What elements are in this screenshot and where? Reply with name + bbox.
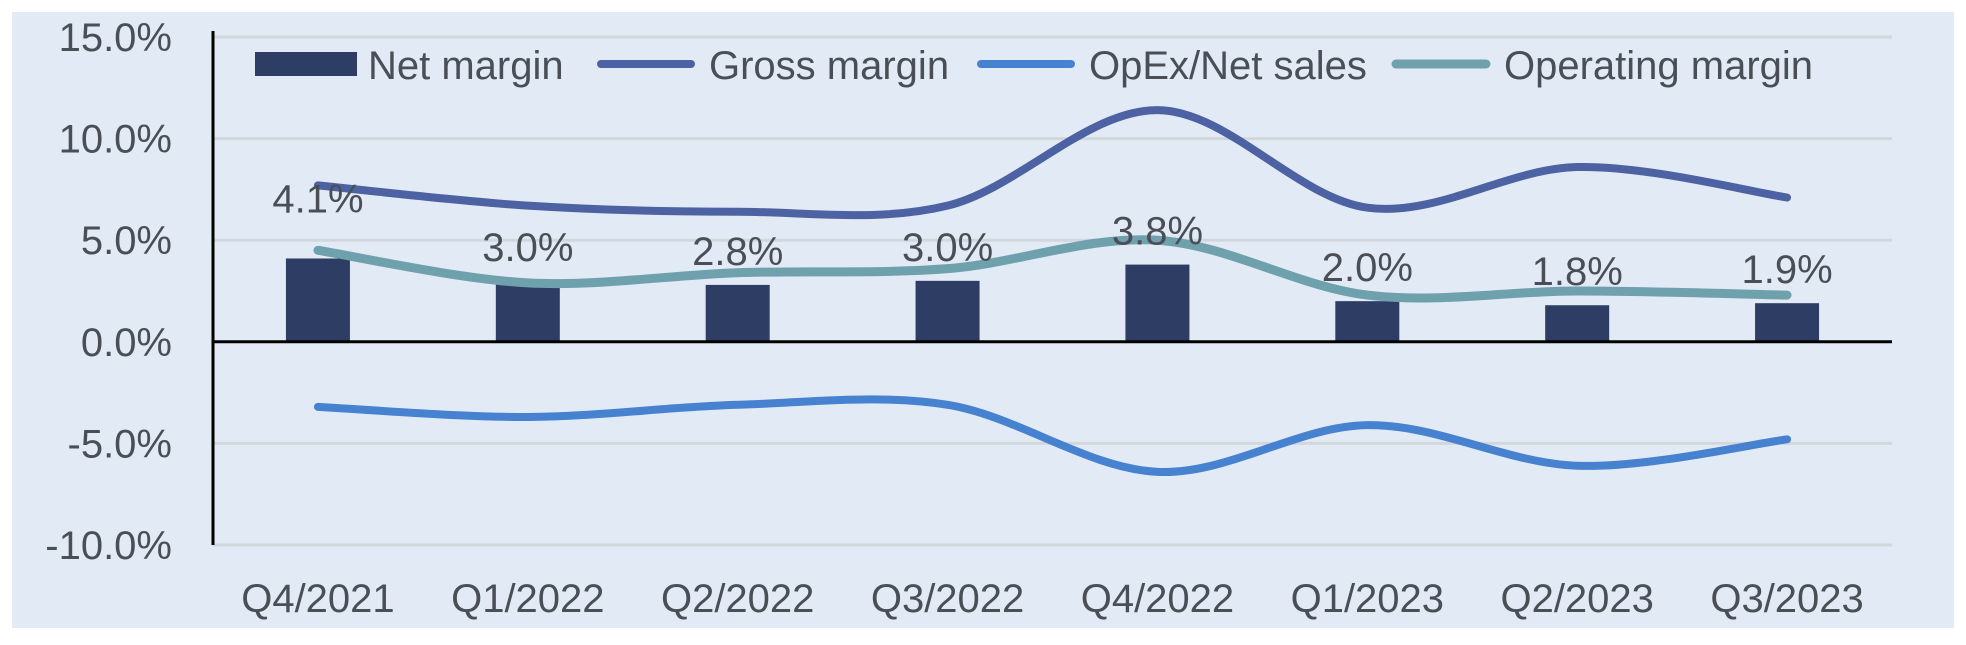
net-margin-bar — [285, 258, 350, 342]
legend-item: Operating margin — [1391, 44, 1813, 88]
y-tick-label: -5.0% — [68, 422, 173, 466]
net-margin-data-label: 1.9% — [1741, 248, 1832, 292]
y-tick-label: -10.0% — [45, 524, 172, 568]
y-tick-label: 5.0% — [81, 219, 172, 263]
net-margin-bar — [915, 280, 980, 342]
net-margin-bar — [1335, 301, 1400, 342]
net-margin-bar — [1545, 305, 1610, 342]
net-margin-bar — [495, 280, 560, 342]
x-tick-label: Q1/2022 — [451, 577, 604, 621]
gross-margin-line — [313, 106, 1792, 220]
net-margin-data-label: 4.1% — [272, 177, 363, 221]
series-lines — [313, 106, 1792, 476]
legend-label: Gross margin — [709, 44, 949, 88]
legend-swatch-bar — [255, 52, 357, 76]
legend: Net margin Gross margin OpEx/Net sales Oper… — [255, 44, 1813, 88]
x-tick-label: Q1/2023 — [1291, 577, 1444, 621]
net-margin-data-label: 1.8% — [1532, 250, 1623, 294]
net-margin-data-label: 3.8% — [1112, 210, 1203, 254]
y-tick-label: 0.0% — [81, 321, 172, 365]
x-tick-label: Q3/2022 — [871, 577, 1024, 621]
y-tick-label: 15.0% — [59, 16, 172, 60]
x-tick-label: Q2/2022 — [661, 577, 814, 621]
x-axis-tick-labels: Q4/2021 Q1/2022 Q2/2022 Q3/2022 Q4/2022 Q1/20… — [241, 577, 1864, 621]
axes — [211, 31, 1892, 545]
x-tick-label: Q3/2023 — [1710, 577, 1863, 621]
y-tick-label: 10.0% — [59, 118, 172, 162]
x-tick-label: Q4/2021 — [241, 577, 394, 621]
net-margin-data-label: 3.0% — [902, 226, 993, 270]
legend-label: Operating margin — [1504, 44, 1813, 88]
legend-label: Net margin — [368, 44, 564, 88]
legend-item: Gross margin — [597, 44, 949, 88]
legend-item: Net margin — [255, 44, 564, 88]
y-axis-tick-labels: 15.0% 10.0% 5.0% 0.0% -5.0% -10.0% — [45, 16, 172, 568]
bar-data-labels: 4.1% 3.0% 2.8% 3.0% 3.8% 2.0% 1.8% 1.9% — [272, 177, 1832, 294]
x-tick-label: Q4/2022 — [1081, 577, 1234, 621]
net-margin-bar — [1755, 303, 1820, 342]
opex-net-sales-line — [313, 395, 1792, 476]
net-margin-data-label: 3.0% — [482, 226, 573, 270]
legend-item: OpEx/Net sales — [977, 44, 1367, 88]
net-margin-data-label: 2.8% — [692, 230, 783, 274]
legend-label: OpEx/Net sales — [1089, 44, 1367, 88]
operating-margin-line — [313, 235, 1792, 303]
net-margin-bar — [1125, 264, 1190, 342]
net-margin-bar — [705, 284, 770, 342]
x-tick-label: Q2/2023 — [1500, 577, 1653, 621]
net-margin-bars — [285, 258, 1820, 342]
net-margin-data-label: 2.0% — [1322, 246, 1413, 290]
